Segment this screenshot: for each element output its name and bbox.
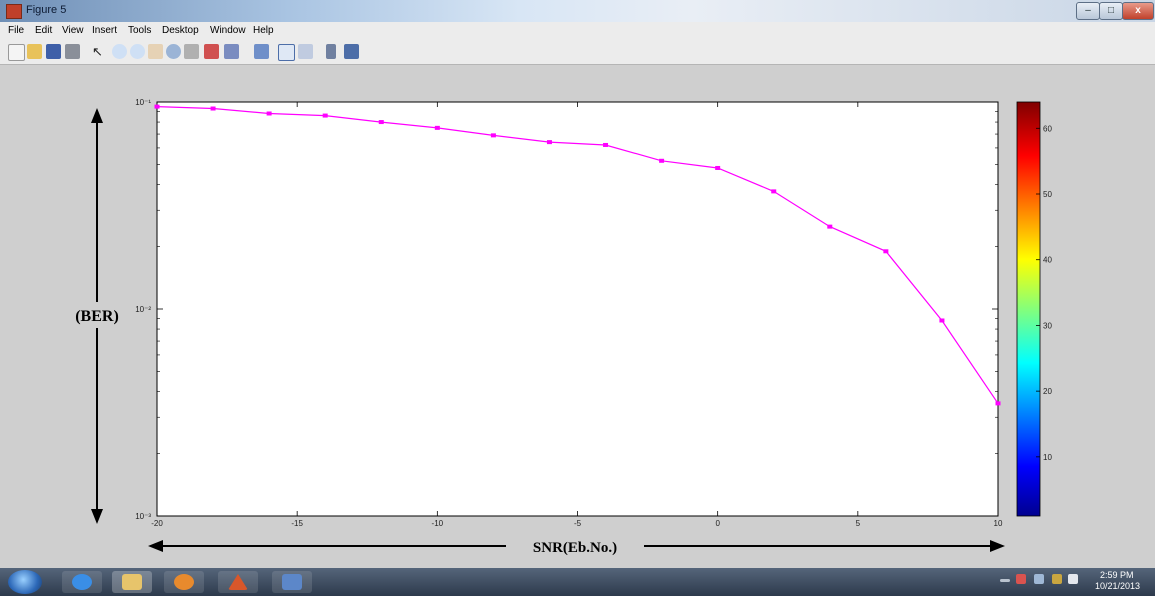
volume-icon[interactable] bbox=[1068, 574, 1078, 584]
ber-point bbox=[322, 113, 328, 118]
ber-point bbox=[434, 125, 440, 130]
menu-help[interactable]: Help bbox=[253, 25, 274, 36]
menu-insert[interactable]: Insert bbox=[92, 25, 118, 36]
minimize-button[interactable]: – bbox=[1076, 2, 1100, 20]
maximize-button[interactable]: □ bbox=[1099, 2, 1123, 20]
ber-point bbox=[939, 318, 945, 323]
ber-point bbox=[659, 158, 665, 163]
ber-point bbox=[995, 401, 1001, 406]
x-tick-label: -5 bbox=[574, 519, 582, 528]
matlab-figure-icon bbox=[6, 4, 22, 19]
show-hidden-icons[interactable] bbox=[1000, 579, 1010, 582]
ber-point bbox=[378, 120, 384, 125]
brush-icon[interactable] bbox=[204, 44, 219, 59]
network-icon[interactable] bbox=[1034, 574, 1044, 584]
x-axis-label: SNR(Eb.No.) bbox=[533, 540, 617, 556]
ylabel-bg bbox=[62, 302, 132, 328]
x-tick-label: 10 bbox=[994, 519, 1003, 528]
hide-plot-tools-icon[interactable] bbox=[298, 44, 313, 59]
y-arrow-down-head bbox=[91, 509, 103, 524]
ber-point bbox=[490, 133, 496, 138]
colorbar-tick-label: 30 bbox=[1043, 321, 1052, 330]
rotate-3d-icon[interactable] bbox=[166, 44, 181, 59]
colorbar-icon[interactable] bbox=[254, 44, 269, 59]
ber-point bbox=[883, 249, 889, 254]
x-tick-label: -20 bbox=[151, 519, 163, 528]
matlab-icon bbox=[228, 574, 248, 590]
figure-window-icon bbox=[282, 574, 302, 590]
clock-date[interactable]: 10/21/2013 bbox=[1095, 581, 1141, 591]
ber-point bbox=[154, 104, 160, 109]
figure-window: Figure 5 – □ x File Edit View Insert Too… bbox=[0, 0, 1155, 568]
start-button[interactable] bbox=[8, 570, 42, 594]
data-cursor-icon[interactable] bbox=[184, 44, 199, 59]
action-center-icon[interactable] bbox=[1016, 574, 1026, 584]
y-arrow-up-head bbox=[91, 108, 103, 123]
colorbar-tick-label: 60 bbox=[1043, 124, 1052, 133]
system-tray bbox=[1000, 574, 1080, 588]
y-tick-label: 10⁻¹ bbox=[135, 98, 151, 107]
legend-icon[interactable] bbox=[278, 44, 295, 61]
y-tick-label: 10⁻² bbox=[135, 305, 151, 314]
taskbar-app-explorer[interactable] bbox=[112, 571, 152, 593]
title-bar: Figure 5 – □ x bbox=[0, 0, 1155, 22]
taskbar-app-matlab[interactable] bbox=[218, 571, 258, 593]
chart-svg: -20 -15 -10 -5 0 5 10 10⁻¹ 10⁻² 10⁻³ 10 20 30 40 50 6… bbox=[62, 98, 1052, 559]
print-icon[interactable] bbox=[65, 44, 80, 59]
ber-curve bbox=[156, 106, 999, 404]
colorbar-tick-label: 40 bbox=[1043, 256, 1052, 265]
internet-explorer-icon bbox=[72, 574, 92, 590]
select-arrow-icon[interactable]: ↖ bbox=[92, 44, 103, 59]
menu-desktop[interactable]: Desktop bbox=[162, 25, 199, 36]
x-tick-label: 5 bbox=[856, 519, 861, 528]
x-tick-label: -10 bbox=[432, 519, 444, 528]
x-arrow-left-head bbox=[148, 540, 163, 552]
colorbar-tick-label: 20 bbox=[1043, 387, 1052, 396]
taskbar: 2:59 PM 10/21/2013 bbox=[0, 568, 1155, 596]
y-axis-label: (BER) bbox=[75, 308, 119, 325]
file-explorer-icon bbox=[122, 574, 142, 590]
taskbar-app-ie[interactable] bbox=[62, 571, 102, 593]
save-icon[interactable] bbox=[46, 44, 61, 59]
pan-icon[interactable] bbox=[148, 44, 163, 59]
ber-point bbox=[715, 165, 721, 170]
taskbar-app-media[interactable] bbox=[164, 571, 204, 593]
zoom-in-icon[interactable] bbox=[112, 44, 127, 59]
menu-view[interactable]: View bbox=[62, 25, 84, 36]
figure-canvas: -20 -15 -10 -5 0 5 10 10⁻¹ 10⁻² 10⁻³ 10 20 30 40 50 6… bbox=[0, 65, 1155, 568]
figure-toolbar: ↖ bbox=[0, 40, 1155, 65]
x-arrow-right-head bbox=[990, 540, 1005, 552]
menu-tools[interactable]: Tools bbox=[128, 25, 152, 36]
x-tick-label: 0 bbox=[715, 519, 720, 528]
power-icon[interactable] bbox=[1052, 574, 1062, 584]
ber-point bbox=[266, 111, 272, 116]
colorbar[interactable] bbox=[1016, 101, 1041, 517]
x-tick-label: -15 bbox=[291, 519, 303, 528]
taskbar-app-figure[interactable] bbox=[272, 571, 312, 593]
menu-file[interactable]: File bbox=[8, 25, 25, 36]
menu-edit[interactable]: Edit bbox=[35, 25, 53, 36]
ber-point bbox=[210, 106, 216, 111]
new-file-icon[interactable] bbox=[8, 44, 25, 61]
window-title: Figure 5 bbox=[26, 4, 67, 16]
open-folder-icon[interactable] bbox=[27, 44, 42, 59]
menu-window[interactable]: Window bbox=[210, 25, 246, 36]
show-plot-tools-icon[interactable] bbox=[344, 44, 359, 59]
ber-point bbox=[546, 140, 552, 145]
ber-point bbox=[603, 142, 609, 147]
colorbar-tick-label: 10 bbox=[1043, 453, 1052, 462]
xlabel-bg bbox=[506, 535, 644, 559]
link-icon[interactable] bbox=[224, 44, 239, 59]
clock-time[interactable]: 2:59 PM bbox=[1100, 570, 1134, 580]
ber-point bbox=[771, 189, 777, 194]
menu-bar: File Edit View Insert Tools Desktop Wind… bbox=[0, 22, 1155, 40]
dock-icon[interactable] bbox=[326, 44, 336, 59]
zoom-out-icon[interactable] bbox=[130, 44, 145, 59]
ber-point bbox=[827, 224, 833, 229]
colorbar-tick-label: 50 bbox=[1043, 190, 1052, 199]
close-button[interactable]: x bbox=[1122, 2, 1154, 20]
y-tick-label: 10⁻³ bbox=[135, 512, 151, 521]
plot-area[interactable] bbox=[156, 101, 999, 517]
media-player-icon bbox=[174, 574, 194, 590]
